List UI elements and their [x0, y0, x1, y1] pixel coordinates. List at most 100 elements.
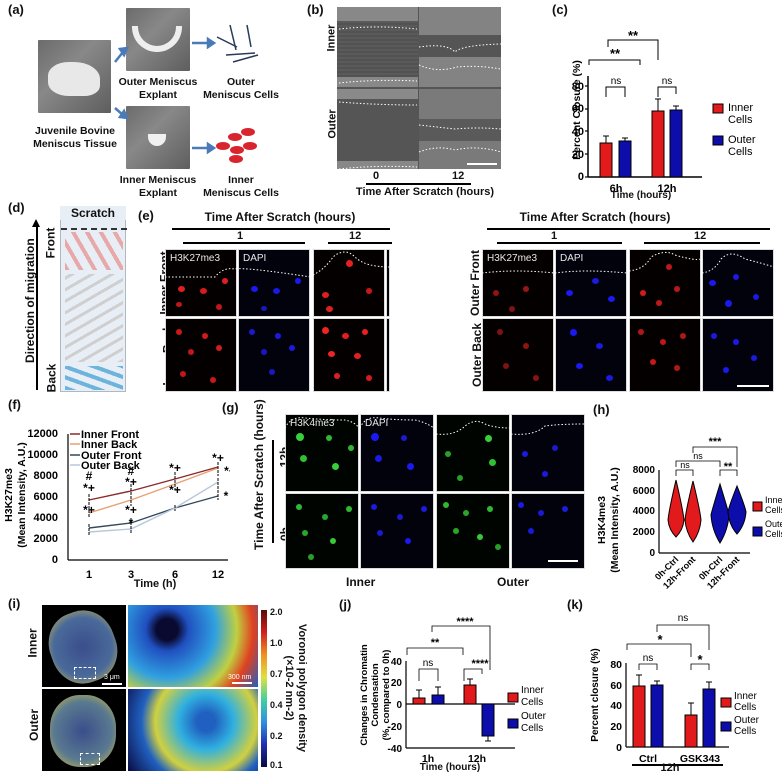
panel-e-label: (e)	[138, 208, 154, 223]
svg-text:*: *	[224, 489, 229, 503]
i-colorbar-label-1: Voronoi polygon density	[296, 623, 308, 753]
series-outer-back	[88, 481, 219, 533]
chart-c-bars	[599, 109, 683, 178]
i-colorbar-tick: 0.4	[270, 700, 283, 710]
chart-j-ylabel-2: Condensation	[370, 663, 381, 727]
arrow-icon	[114, 36, 217, 155]
chart-k-bars	[632, 684, 716, 748]
chart-c-xlabel: Time (hours)	[610, 190, 672, 201]
i-colorbar-tick: 0.2	[270, 731, 283, 741]
svg-text:*+: *+	[212, 451, 224, 465]
svg-text:Cells: Cells	[728, 114, 753, 126]
outer-explant-caption-line1: Outer Meniscus	[118, 76, 198, 88]
inner-cells-caption-line1: Inner	[228, 174, 254, 186]
chart-j-sig-labels: ns **** ******	[423, 616, 490, 670]
svg-text:****: ****	[471, 658, 489, 670]
e-outer-back-1h-dapi	[555, 318, 627, 392]
svg-text:Ctrl: Ctrl	[639, 753, 657, 765]
i-outer-nucleus-map	[42, 689, 126, 771]
svg-text:Cells: Cells	[521, 697, 543, 708]
chart-c-sig-labels: ns ns ** **	[610, 28, 672, 87]
series-inner-front	[88, 466, 219, 501]
scratch-inner-12h	[419, 7, 501, 87]
e-inner-back-1h-dapi	[238, 318, 310, 392]
chart-h-yticks: 0 2000 4000 6000 8000	[633, 465, 656, 559]
chart-j-xlabel: Time (hours)	[419, 762, 481, 773]
svg-text:0: 0	[52, 554, 58, 566]
chart-c-yticks: 0 20 40 60 80	[572, 81, 584, 183]
inner-cells-caption-line2: Meniscus Cells	[203, 187, 279, 199]
svg-text:0: 0	[578, 171, 584, 183]
i-inner-zoom-map: 300 nm	[128, 605, 258, 687]
i-scale-label-3um: 3 μm	[104, 674, 120, 681]
svg-text:6: 6	[172, 569, 178, 581]
svg-text:ns: ns	[423, 658, 434, 669]
g-outer-0h-dapi	[511, 493, 585, 569]
svg-text:Outer: Outer	[765, 519, 782, 529]
svg-text:40: 40	[610, 700, 622, 712]
svg-text:ns: ns	[693, 451, 703, 461]
chart-j-ylabel-1: Changes in Chromatin	[360, 644, 370, 746]
svg-text:12h: 12h	[468, 753, 486, 765]
stain-label: DAPI	[365, 418, 389, 429]
e-outer-front-12h-dapi	[702, 249, 774, 317]
schematic-scratch-label: Scratch	[60, 206, 126, 220]
svg-text:****: ****	[456, 616, 474, 628]
i-colorbar-tick: 1.0	[270, 638, 283, 648]
svg-text:#: #	[86, 469, 93, 483]
chart-c-errorbars	[603, 98, 679, 143]
panel-a-arrows-and-cells	[114, 24, 259, 163]
e-outer-time-1: 1	[551, 230, 558, 242]
svg-text:Outer Back: Outer Back	[81, 460, 141, 472]
i-outer-zoom-map	[128, 689, 258, 771]
chart-j-ylabel-3: (%, compared to 0h)	[381, 650, 392, 741]
scale-bar	[737, 385, 769, 387]
g-leading-edge-outlines	[285, 417, 585, 435]
e-outer-group-bracket	[487, 228, 770, 230]
svg-text:**: **	[724, 461, 733, 473]
svg-text:8000: 8000	[34, 470, 58, 482]
svg-text:Cells: Cells	[521, 723, 543, 734]
chart-h-sig-labels: ns ** ns ***	[680, 436, 733, 473]
inner-explant-caption-line1: Inner Meniscus	[119, 174, 197, 186]
chart-k-sig-labels: ns * *ns	[643, 613, 704, 667]
chart-f-ylabel-2: (Mean Intensity, A.U.)	[16, 442, 28, 548]
migration-axis-label: Direction of migration	[23, 238, 37, 363]
panel-d-label: (d)	[8, 200, 25, 215]
svg-text:0: 0	[396, 700, 402, 711]
i-inner-nucleus-map: 3 μm	[39, 601, 127, 693]
chart-f-h3k27me3-line: H3K27me3 (Mean Intensity, A.U.) 0 2000 400…	[3, 428, 230, 581]
svg-text:Cells: Cells	[765, 529, 782, 539]
series-outer-front	[88, 495, 219, 529]
e-inner-group-title: Time After Scratch (hours)	[204, 210, 356, 224]
chart-c-xticks: 6h 12h	[610, 183, 677, 195]
svg-text:ns: ns	[680, 460, 690, 470]
svg-text:80: 80	[572, 81, 584, 93]
svg-text:20: 20	[610, 721, 622, 733]
svg-text:*+: *+	[125, 503, 137, 517]
svg-text:ns: ns	[643, 653, 654, 664]
meniscus-tissue-photo	[38, 40, 111, 113]
svg-text:12h: 12h	[658, 183, 677, 195]
inner-cell-cartoon	[216, 128, 257, 163]
middle-cells	[65, 274, 123, 362]
tissue-caption-line2: Meniscus Tissue	[33, 138, 117, 150]
stain-label: DAPI	[243, 253, 267, 264]
chart-h-sig-brackets	[675, 446, 738, 476]
svg-text:Inner: Inner	[521, 685, 544, 696]
g-outer-0h-h3k4me3	[436, 493, 510, 569]
e-inner-group-bracket	[172, 228, 390, 230]
svg-text:Outer: Outer	[521, 711, 547, 722]
svg-text:Cells: Cells	[728, 146, 753, 158]
g-inner-12h-dapi: DAPI	[360, 414, 434, 492]
i-scale-label-300nm: 300 nm	[228, 674, 252, 681]
chart-c-ylabel: Percent Closure (%)	[571, 60, 583, 160]
chart-j-errorbars	[416, 678, 491, 742]
svg-text:ns: ns	[662, 76, 673, 87]
e-outer-1h-bracket	[497, 242, 622, 244]
svg-text:0: 0	[616, 742, 622, 754]
svg-text:*: *	[697, 652, 703, 667]
e-outer-back-12h-h3k27me3	[629, 318, 701, 392]
scratch-outer-0h	[337, 89, 418, 169]
outer-cells-caption: Outer Meniscus Cells	[200, 76, 282, 102]
